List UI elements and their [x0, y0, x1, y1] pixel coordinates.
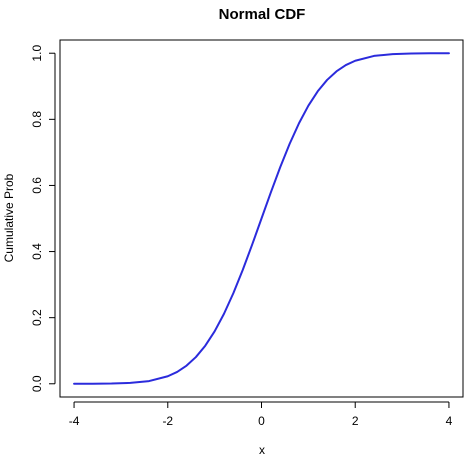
x-tick-label: -4 [69, 414, 80, 428]
x-tick-label: -2 [162, 414, 173, 428]
x-axis: -4 -2 0 2 4 [69, 401, 453, 428]
y-tick-label: 1.0 [30, 45, 44, 62]
y-tick-label: 0.4 [30, 243, 44, 260]
y-tick-label: 0.6 [30, 177, 44, 194]
y-axis-label: Cumulative Prob [2, 173, 16, 262]
x-tick-label: 4 [446, 414, 453, 428]
y-tick-label: 0.0 [30, 375, 44, 392]
x-axis-label: x [259, 443, 265, 457]
y-axis: 0.0 0.2 0.4 0.6 0.8 1.0 [30, 45, 56, 392]
y-tick-label: 0.8 [30, 111, 44, 128]
chart-title: Normal CDF [219, 6, 306, 23]
series-layer [73, 52, 450, 385]
y-tick-label: 0.2 [30, 309, 44, 326]
x-tick-label: 0 [258, 414, 265, 428]
plot-frame [59, 39, 464, 398]
cdf-line [73, 52, 450, 385]
x-tick-label: 2 [352, 414, 359, 428]
